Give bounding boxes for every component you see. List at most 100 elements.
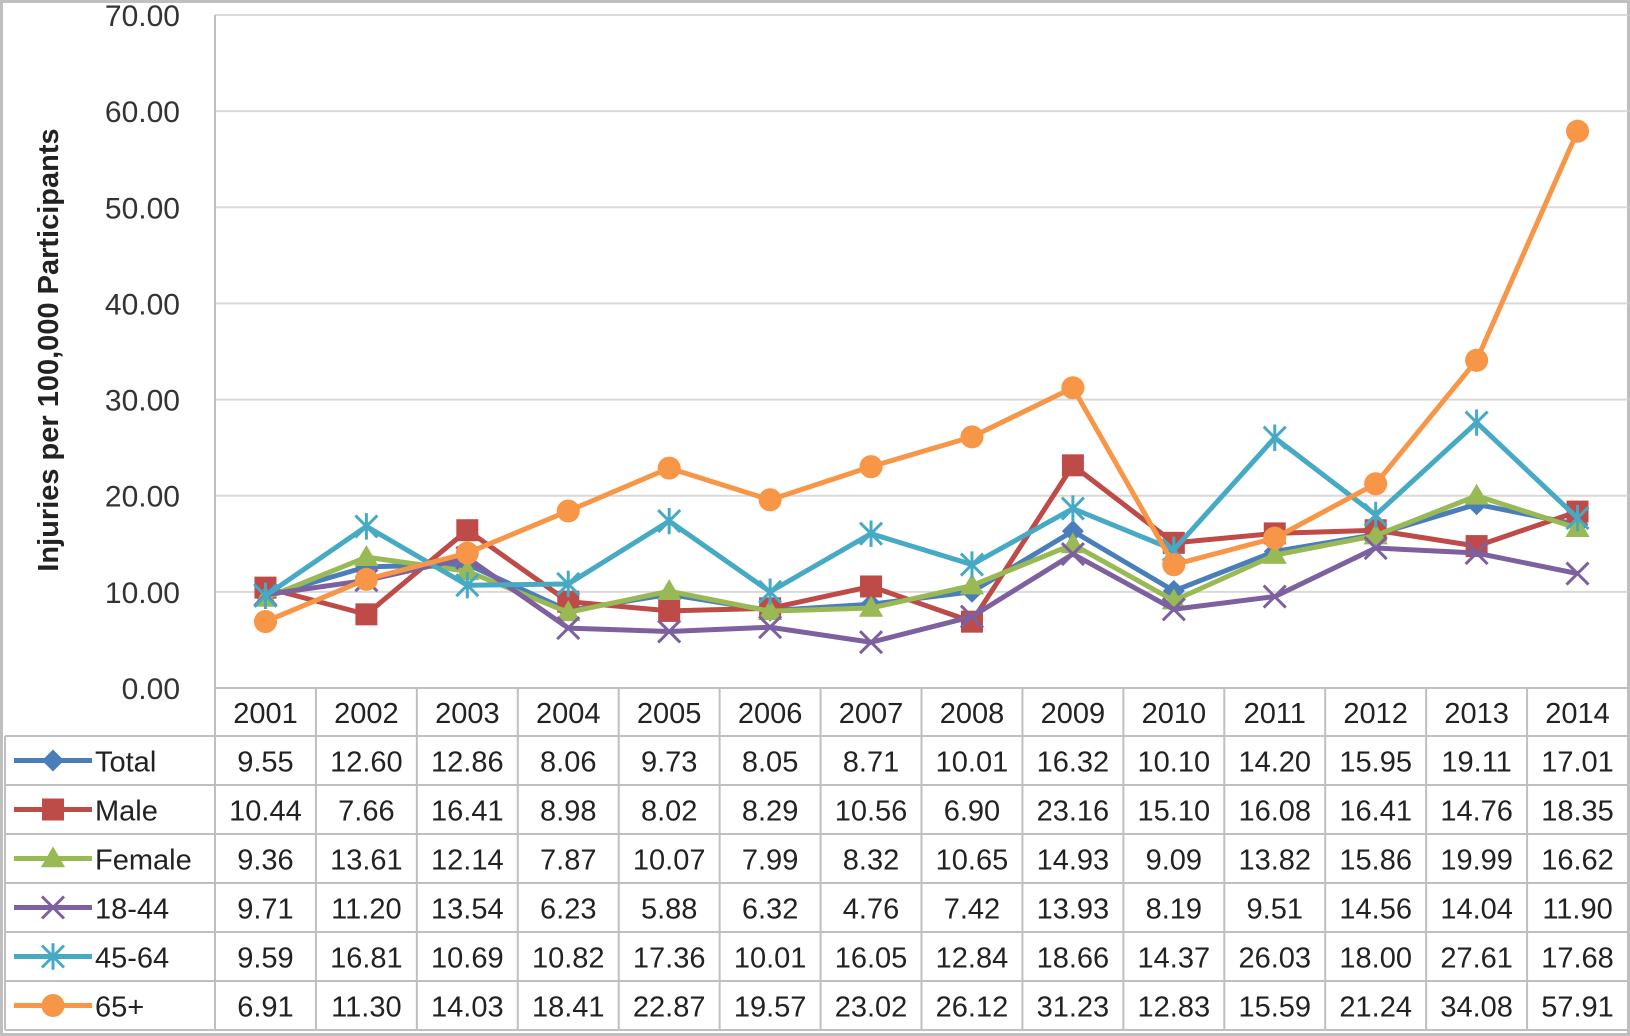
- data-label: 18.35: [1541, 796, 1614, 828]
- data-label: 17.01: [1541, 747, 1614, 779]
- data-point: [657, 579, 682, 600]
- data-point: [1060, 495, 1085, 522]
- y-tick-label: 60.00: [105, 96, 180, 129]
- data-point: [959, 573, 985, 595]
- x-tick-label: 2007: [839, 698, 904, 730]
- data-point: [253, 582, 278, 609]
- x-tick-label: 2001: [233, 698, 298, 730]
- data-point: [556, 499, 580, 523]
- data-point: [758, 578, 783, 605]
- legend-label: Male: [95, 796, 158, 828]
- legend-key-total: [14, 749, 92, 772]
- legend-label: 45-64: [95, 943, 169, 975]
- data-point: [455, 572, 480, 599]
- data-point: [556, 600, 581, 622]
- data-label: 13.54: [431, 894, 504, 926]
- data-label: 13.93: [1037, 894, 1110, 926]
- data-label: 9.73: [641, 747, 697, 779]
- data-label: 8.02: [641, 796, 697, 828]
- y-tick-label: 10.00: [105, 577, 180, 610]
- data-label: 10.10: [1138, 747, 1211, 779]
- data-point: [658, 599, 681, 622]
- data-label: 26.12: [936, 992, 1009, 1024]
- legend-marker: [40, 846, 66, 868]
- x-tick-label: 2013: [1444, 698, 1509, 730]
- data-label: 14.93: [1037, 845, 1110, 877]
- data-label: 16.08: [1238, 796, 1311, 828]
- x-tick-label: 2014: [1545, 698, 1610, 730]
- data-label: 10.65: [936, 845, 1009, 877]
- data-label: 14.20: [1238, 747, 1311, 779]
- data-label: 10.69: [431, 943, 504, 975]
- data-label: 15.95: [1339, 747, 1412, 779]
- data-label: 16.05: [835, 943, 908, 975]
- data-label: 12.83: [1138, 992, 1211, 1024]
- data-label: 27.61: [1440, 943, 1513, 975]
- data-point: [1262, 584, 1287, 609]
- data-point: [858, 595, 884, 617]
- data-label: 12.84: [936, 943, 1009, 975]
- data-point: [1061, 520, 1084, 543]
- data-label: 10.01: [734, 943, 807, 975]
- data-label: 6.90: [944, 796, 1000, 828]
- data-label: 14.37: [1138, 943, 1211, 975]
- data-point: [556, 616, 581, 641]
- data-label: 9.71: [237, 894, 293, 926]
- x-tick-label: 2006: [738, 698, 803, 730]
- data-point: [1060, 542, 1085, 567]
- data-label: 57.91: [1541, 992, 1614, 1024]
- data-label: 14.56: [1339, 894, 1412, 926]
- data-point: [1465, 348, 1489, 372]
- data-point: [858, 630, 884, 655]
- series-line: [264, 493, 1579, 615]
- data-point: [758, 599, 783, 620]
- data-label: 6.32: [742, 894, 798, 926]
- data-point: [1565, 561, 1590, 586]
- data-point: [1464, 540, 1489, 566]
- data-point: [959, 604, 985, 629]
- data-point: [657, 507, 682, 535]
- data-label: 8.71: [843, 747, 899, 779]
- data-point: [1565, 119, 1590, 143]
- x-tick-label: 2002: [334, 698, 399, 730]
- legend-label: 65+: [95, 992, 144, 1024]
- data-point: [253, 610, 278, 634]
- x-tick-label: 2009: [1041, 698, 1106, 730]
- data-label: 7.99: [742, 845, 798, 877]
- legend-key-male: [14, 798, 92, 821]
- series-line: [264, 130, 1580, 624]
- data-point: [758, 488, 782, 512]
- data-label: 9.09: [1146, 845, 1202, 877]
- y-axis: Injuries per 100,000 Participants 0.00 10…: [33, 0, 216, 706]
- x-tick-label: 2008: [940, 698, 1005, 730]
- data-label: 9.51: [1247, 894, 1303, 926]
- data-label: 14.76: [1440, 796, 1513, 828]
- data-label: 31.23: [1037, 992, 1110, 1024]
- legend-key-18-44: [14, 895, 92, 920]
- data-point: [960, 425, 984, 449]
- legend-marker: [41, 993, 65, 1018]
- series-65+: [253, 119, 1590, 634]
- y-tick-label: 0.00: [122, 673, 180, 706]
- data-label: 13.82: [1238, 845, 1311, 877]
- data-label: 10.44: [229, 796, 302, 828]
- y-tick-label: 30.00: [105, 385, 180, 418]
- data-point: [354, 567, 378, 591]
- data-label: 16.32: [1037, 747, 1110, 779]
- data-point: [657, 619, 682, 644]
- legend-key-45-64: [14, 943, 92, 970]
- series-line: [264, 462, 1579, 625]
- data-label: 19.99: [1440, 845, 1513, 877]
- data-label: 19.57: [734, 992, 807, 1024]
- data-label: 22.87: [633, 992, 706, 1024]
- legend-label: Female: [95, 845, 192, 877]
- data-label: 8.32: [843, 845, 899, 877]
- data-point: [1464, 483, 1489, 505]
- data-label: 15.59: [1238, 992, 1311, 1024]
- data-label: 7.66: [338, 796, 394, 828]
- data-label: 4.76: [843, 894, 899, 926]
- data-label: 8.19: [1146, 894, 1202, 926]
